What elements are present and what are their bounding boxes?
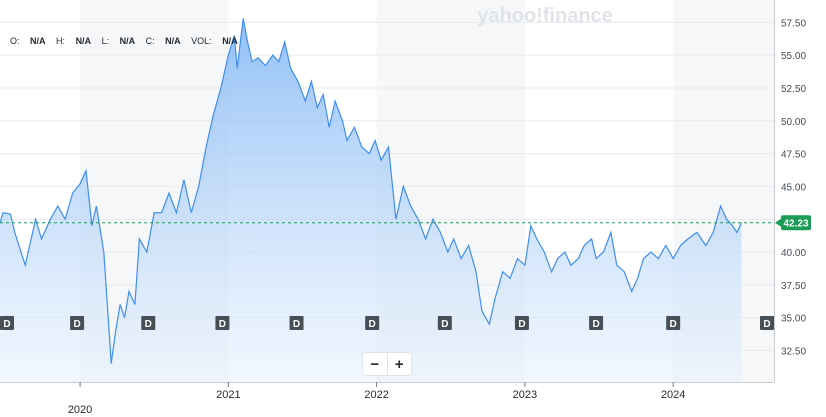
dividend-badge	[289, 316, 304, 330]
dividend-marker[interactable]: D	[0, 316, 14, 330]
dividend-badge	[141, 316, 156, 330]
y-tick-label: 37.50	[781, 281, 806, 292]
zoom-in-button[interactable]: +	[386, 353, 412, 375]
volume-readout: VOL: N/A	[191, 36, 238, 46]
dividend-badge	[589, 316, 604, 330]
dividend-marker[interactable]: D	[589, 316, 604, 330]
y-tick-label: 45.00	[781, 182, 806, 193]
y-tick-label: 40.00	[781, 248, 806, 259]
current-price-badge: 42.23	[781, 215, 811, 231]
y-tick-label: 57.50	[781, 18, 806, 29]
current-price-arrow	[775, 218, 781, 227]
dividend-marker[interactable]: D	[514, 316, 529, 330]
zoom-controls: − +	[362, 352, 412, 376]
dividend-marker[interactable]: D	[70, 316, 85, 330]
current-price-value: 42.23	[783, 218, 808, 229]
yahoo-finance-watermark: yahoo!finance	[477, 5, 613, 27]
dividend-marker[interactable]: D	[289, 316, 304, 330]
x-tick-label: 2024	[661, 389, 685, 401]
open-readout: O: N/A	[10, 36, 46, 46]
dividend-label: D	[592, 319, 599, 330]
dividend-badge	[70, 316, 85, 330]
dividend-label: D	[73, 319, 80, 330]
price-line	[0, 18, 742, 364]
y-tick-label: 52.50	[781, 84, 806, 95]
dividend-badge	[0, 316, 14, 330]
y-tick-label: 32.50	[781, 346, 806, 357]
dividend-marker[interactable]: D	[666, 316, 681, 330]
price-area-fill	[0, 18, 742, 383]
dividend-label: D	[3, 319, 10, 330]
y-tick-label: 47.50	[781, 150, 806, 161]
dividend-label: D	[670, 319, 677, 330]
high-readout: H: N/A	[56, 36, 92, 46]
dividend-label: D	[441, 319, 448, 330]
y-tick-label: 55.00	[781, 51, 806, 62]
y-tick-label: 50.00	[781, 117, 806, 128]
dividend-badge	[514, 316, 529, 330]
dividend-label: D	[518, 319, 525, 330]
x-tick-label: 2022	[364, 389, 388, 401]
ohlc-readout: O: N/A H: N/A L: N/A C: N/A VOL: N/A	[10, 36, 246, 46]
dividend-marker[interactable]: D	[215, 316, 230, 330]
close-readout: C: N/A	[145, 36, 181, 46]
dividend-badge	[437, 316, 452, 330]
x-tick-label: 2023	[513, 389, 537, 401]
dividend-label: D	[369, 319, 376, 330]
zoom-out-button[interactable]: −	[370, 355, 380, 373]
dividend-marker[interactable]: D	[437, 316, 452, 330]
x-tick-label: 2021	[216, 389, 240, 401]
dividend-label: D	[763, 319, 770, 330]
dividend-marker[interactable]: D	[760, 316, 774, 330]
dividend-badge	[760, 316, 774, 330]
y-tick-label: 35.00	[781, 314, 806, 325]
low-readout: L: N/A	[101, 36, 136, 46]
x-tick-label: 2020	[68, 404, 92, 416]
dividend-marker[interactable]: D	[141, 316, 156, 330]
dividend-label: D	[219, 319, 226, 330]
dividend-label: D	[145, 319, 152, 330]
dividend-label: D	[293, 319, 300, 330]
dividend-badge	[666, 316, 681, 330]
dividend-badge	[365, 316, 380, 330]
dividend-badge	[215, 316, 230, 330]
dividend-marker[interactable]: D	[365, 316, 380, 330]
